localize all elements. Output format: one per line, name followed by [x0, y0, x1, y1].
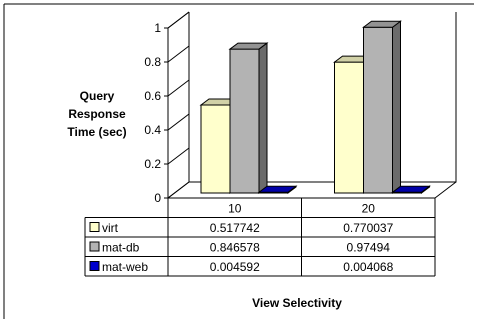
bar-front-face	[200, 104, 231, 194]
bar-mat-web-20	[391, 185, 431, 194]
legend-label-mat-web: mat-web	[102, 260, 148, 274]
y-tick-label: 0	[154, 191, 161, 205]
bar-top-face	[257, 185, 298, 193]
bar-mat-db-20	[362, 20, 402, 194]
floor-right-edge	[434, 181, 457, 199]
y-tick-depth-line	[167, 11, 190, 29]
data-label: 0.770037	[343, 221, 393, 235]
back-wall	[188, 12, 457, 183]
data-label: 0.004592	[210, 260, 260, 274]
bar-top-face	[228, 42, 269, 50]
bar-top-face	[362, 20, 402, 28]
bar-mat-db-10	[228, 42, 269, 194]
bar-front-face	[229, 48, 260, 194]
table-category-label: 10	[228, 202, 242, 216]
y-axis-title: Query Response Time (sec)	[67, 89, 126, 139]
y-tick-depth-line	[167, 181, 190, 199]
legend-key-mat-db	[89, 241, 100, 252]
bar-front-face	[363, 26, 393, 194]
x-axis-title: View Selectivity	[252, 296, 342, 310]
y-tick-label: 0.6	[144, 89, 161, 103]
bar-group	[199, 20, 431, 194]
bar-front-face	[334, 61, 364, 194]
bar-mat-web-10	[257, 185, 298, 194]
y-axis-title-line-1: Query	[80, 89, 115, 103]
data-table: 10 20 virt 0.517742 0.770037 mat-db 0.846578 0.…	[84, 197, 436, 277]
y-tick-depth-line	[167, 79, 190, 97]
y-axis-ticks: 0 0.2 0.4 0.6 0.8 1	[144, 11, 190, 205]
data-label: 0.846578	[210, 241, 260, 255]
table-category-label: 20	[362, 202, 376, 216]
y-tick-label: 0.2	[144, 157, 161, 171]
y-tick-depth-line	[167, 45, 190, 63]
y-tick-depth-line	[167, 147, 190, 165]
y-tick-depth-line	[167, 113, 190, 131]
legend-key-mat-web	[89, 261, 100, 271]
y-tick-label: 0.4	[144, 123, 161, 137]
bar-side-face	[258, 42, 268, 194]
data-label: 0.517742	[210, 221, 260, 235]
legend-key-virt	[89, 222, 100, 232]
bar-top-face	[391, 185, 431, 193]
y-axis-title-line-2: Response	[68, 107, 126, 121]
data-label: 0.004068	[343, 260, 393, 274]
y-axis-title-line-3: Time (sec)	[67, 125, 126, 139]
y-tick-label: 0.8	[144, 55, 161, 69]
legend-label-mat-db: mat-db	[102, 241, 140, 255]
bar-side-face	[392, 20, 401, 194]
y-tick-label: 1	[154, 21, 161, 35]
data-label: 0.97494	[347, 241, 391, 255]
legend-label-virt: virt	[102, 221, 119, 235]
